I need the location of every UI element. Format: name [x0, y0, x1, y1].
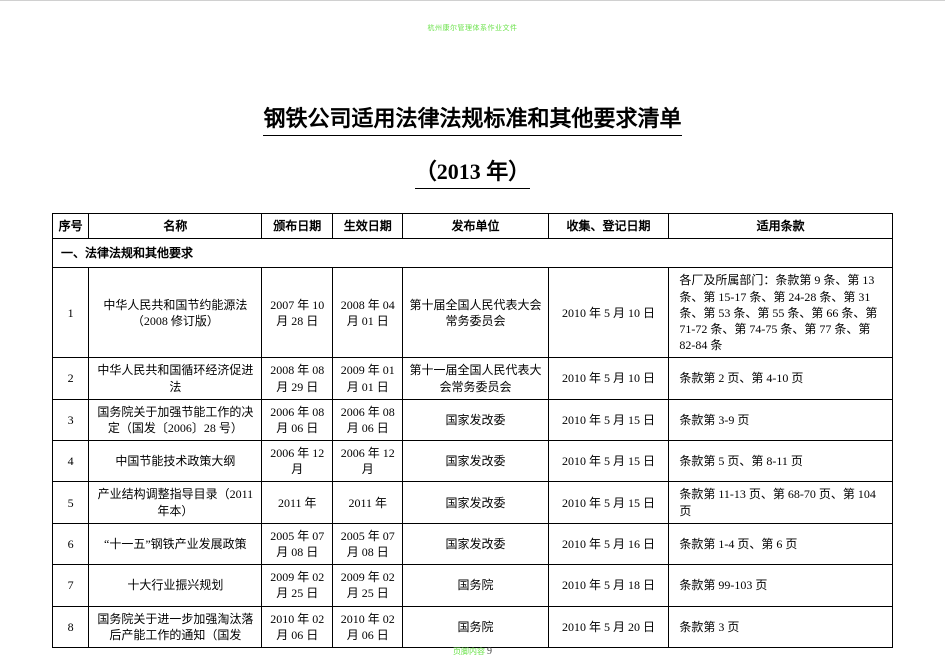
- cell-issued: 2009 年 02 月 25 日: [262, 565, 333, 606]
- cell-no: 7: [53, 565, 89, 606]
- section-label: 一、法律法规和其他要求: [53, 239, 893, 268]
- cell-issuer: 国家发改委: [403, 482, 548, 523]
- cell-collected: 2010 年 5 月 10 日: [548, 358, 669, 399]
- cell-issuer: 国家发改委: [403, 399, 548, 440]
- cell-scope: 条款第 2 页、第 4-10 页: [669, 358, 893, 399]
- table-header-row: 序号 名称 颁布日期 生效日期 发布单位 收集、登记日期 适用条款: [53, 214, 893, 239]
- cell-effective: 2008 年 04 月 01 日: [332, 268, 403, 358]
- cell-name: 十大行业振兴规划: [89, 565, 262, 606]
- table-row: 7十大行业振兴规划2009 年 02 月 25 日2009 年 02 月 25 …: [53, 565, 893, 606]
- cell-collected: 2010 年 5 月 15 日: [548, 482, 669, 523]
- page-number: 9: [487, 646, 492, 657]
- cell-effective: 2009 年 02 月 25 日: [332, 565, 403, 606]
- cell-name: 产业结构调整指导目录（2011 年本）: [89, 482, 262, 523]
- cell-scope: 条款第 99-103 页: [669, 565, 893, 606]
- cell-scope: 条款第 5 页、第 8-11 页: [669, 441, 893, 482]
- cell-collected: 2010 年 5 月 20 日: [548, 606, 669, 647]
- cell-collected: 2010 年 5 月 10 日: [548, 268, 669, 358]
- footer-prefix: 页脚内容: [453, 647, 485, 656]
- cell-issuer: 国务院: [403, 606, 548, 647]
- cell-issued: 2011 年: [262, 482, 333, 523]
- cell-effective: 2005 年 07 月 08 日: [332, 523, 403, 564]
- table-row: 3国务院关于加强节能工作的决定（国发〔2006〕28 号）2006 年 08 月…: [53, 399, 893, 440]
- cell-issued: 2006 年 12 月: [262, 441, 333, 482]
- cell-issuer: 国家发改委: [403, 441, 548, 482]
- cell-effective: 2009 年 01 月 01 日: [332, 358, 403, 399]
- cell-issuer: 国务院: [403, 565, 548, 606]
- cell-name: 中华人民共和国循环经济促进法: [89, 358, 262, 399]
- page-subtitle: （2013 年）: [415, 154, 531, 189]
- col-header-collected: 收集、登记日期: [548, 214, 669, 239]
- col-header-issuer: 发布单位: [403, 214, 548, 239]
- cell-scope: 条款第 11-13 页、第 68-70 页、第 104 页: [669, 482, 893, 523]
- cell-effective: 2006 年 12 月: [332, 441, 403, 482]
- cell-name: 国务院关于进一步加强淘汰落后产能工作的通知（国发: [89, 606, 262, 647]
- cell-collected: 2010 年 5 月 18 日: [548, 565, 669, 606]
- header-watermark: 杭州康尔管理体系作业文件: [0, 23, 945, 33]
- table-row: 4中国节能技术政策大纲2006 年 12 月2006 年 12 月国家发改委20…: [53, 441, 893, 482]
- cell-effective: 2011 年: [332, 482, 403, 523]
- table-row: 8国务院关于进一步加强淘汰落后产能工作的通知（国发2010 年 02 月 06 …: [53, 606, 893, 647]
- cell-effective: 2006 年 08 月 06 日: [332, 399, 403, 440]
- table-row: 1中华人民共和国节约能源法（2008 修订版）2007 年 10 月 28 日2…: [53, 268, 893, 358]
- cell-issued: 2007 年 10 月 28 日: [262, 268, 333, 358]
- col-header-issued: 颁布日期: [262, 214, 333, 239]
- document-header: 钢铁公司适用法律法规标准和其他要求清单 （2013 年）: [52, 101, 893, 189]
- cell-no: 5: [53, 482, 89, 523]
- col-header-name: 名称: [89, 214, 262, 239]
- cell-effective: 2010 年 02 月 06 日: [332, 606, 403, 647]
- col-header-effective: 生效日期: [332, 214, 403, 239]
- page-footer: 页脚内容9: [0, 646, 945, 657]
- table-row: 6“十一五”钢铁产业发展政策2005 年 07 月 08 日2005 年 07 …: [53, 523, 893, 564]
- cell-no: 4: [53, 441, 89, 482]
- cell-no: 1: [53, 268, 89, 358]
- cell-name: 国务院关于加强节能工作的决定（国发〔2006〕28 号）: [89, 399, 262, 440]
- cell-issued: 2005 年 07 月 08 日: [262, 523, 333, 564]
- cell-scope: 条款第 1-4 页、第 6 页: [669, 523, 893, 564]
- col-header-no: 序号: [53, 214, 89, 239]
- cell-issued: 2010 年 02 月 06 日: [262, 606, 333, 647]
- cell-issuer: 第十一届全国人民代表大会常务委员会: [403, 358, 548, 399]
- page-title: 钢铁公司适用法律法规标准和其他要求清单: [263, 101, 681, 136]
- cell-scope: 各厂及所属部门：条款第 9 条、第 13 条、第 15-17 条、第 24-28…: [669, 268, 893, 358]
- document-page: 杭州康尔管理体系作业文件 钢铁公司适用法律法规标准和其他要求清单 （2013 年…: [0, 0, 945, 669]
- regulation-table: 序号 名称 颁布日期 生效日期 发布单位 收集、登记日期 适用条款 一、法律法规…: [52, 213, 893, 648]
- cell-no: 8: [53, 606, 89, 647]
- cell-scope: 条款第 3-9 页: [669, 399, 893, 440]
- cell-issuer: 第十届全国人民代表大会常务委员会: [403, 268, 548, 358]
- cell-issued: 2006 年 08 月 06 日: [262, 399, 333, 440]
- table-row: 5产业结构调整指导目录（2011 年本）2011 年2011 年国家发改委201…: [53, 482, 893, 523]
- cell-no: 2: [53, 358, 89, 399]
- cell-collected: 2010 年 5 月 16 日: [548, 523, 669, 564]
- cell-no: 3: [53, 399, 89, 440]
- cell-no: 6: [53, 523, 89, 564]
- cell-scope: 条款第 3 页: [669, 606, 893, 647]
- cell-name: 中华人民共和国节约能源法（2008 修订版）: [89, 268, 262, 358]
- table-row: 2中华人民共和国循环经济促进法2008 年 08 月 29 日2009 年 01…: [53, 358, 893, 399]
- section-row: 一、法律法规和其他要求: [53, 239, 893, 268]
- col-header-scope: 适用条款: [669, 214, 893, 239]
- table-body: 一、法律法规和其他要求 1中华人民共和国节约能源法（2008 修订版）2007 …: [53, 239, 893, 648]
- cell-collected: 2010 年 5 月 15 日: [548, 399, 669, 440]
- cell-issued: 2008 年 08 月 29 日: [262, 358, 333, 399]
- cell-issuer: 国家发改委: [403, 523, 548, 564]
- cell-name: 中国节能技术政策大纲: [89, 441, 262, 482]
- cell-name: “十一五”钢铁产业发展政策: [89, 523, 262, 564]
- cell-collected: 2010 年 5 月 15 日: [548, 441, 669, 482]
